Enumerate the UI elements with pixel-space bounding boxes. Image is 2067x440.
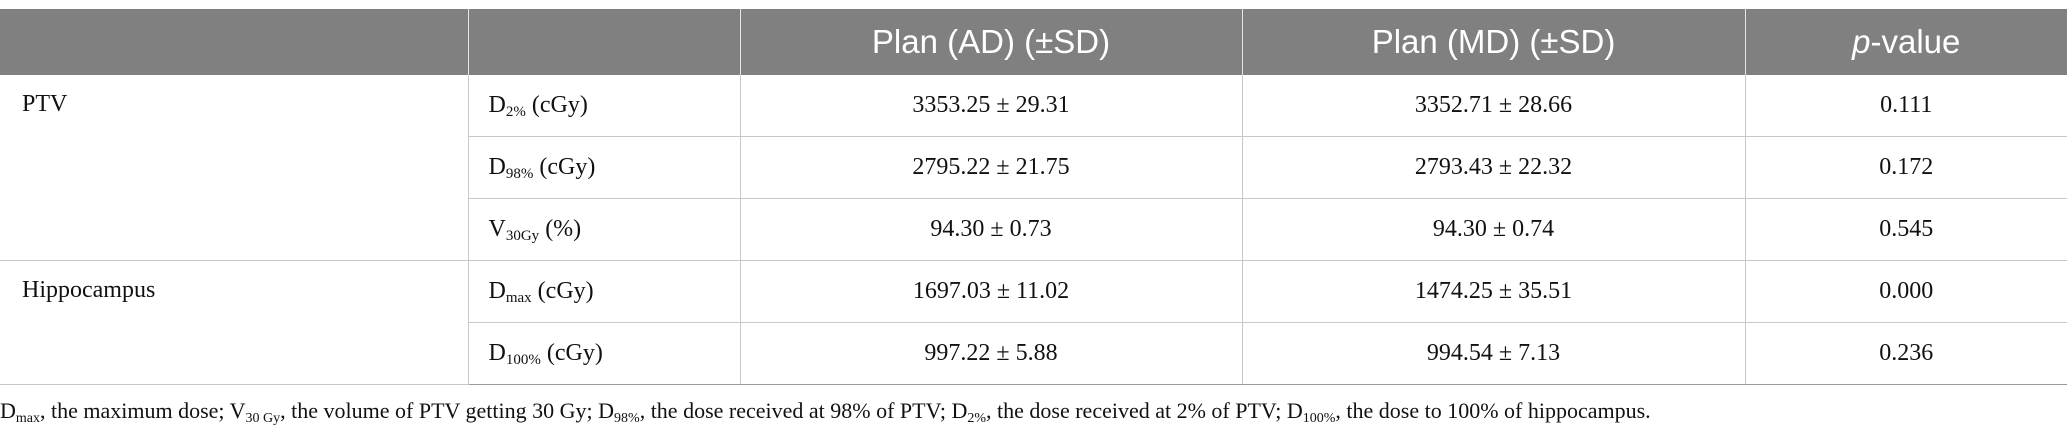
header-p-value: p-value [1745,9,2067,75]
cell-plan-ad: 2795.22 ± 21.75 [740,136,1243,199]
row-parameter: V30Gy (%) [468,198,741,261]
table-footnote: Dmax, the maximum dose; V30 Gy, the volu… [0,398,1651,426]
cell-plan-md: 94.30 ± 0.74 [1242,198,1746,261]
group-label-hippocampus: Hippocampus [0,260,469,385]
header-p-italic: p [1852,23,1871,60]
cell-plan-md: 2793.43 ± 22.32 [1242,136,1746,199]
cell-p-value: 0.545 [1745,198,2067,261]
header-plan-md: Plan (MD) (±SD) [1242,9,1746,75]
header-p-rest: -value [1870,23,1961,60]
table-row: PTV D2% (cGy) 3353.25 ± 29.31 3352.71 ± … [0,75,2067,261]
cell-p-value: 0.000 [1745,260,2067,323]
cell-p-value: 0.236 [1745,322,2067,385]
header-row: Plan (AD) (±SD) Plan (MD) (±SD) p-value [0,9,2067,75]
cell-plan-ad: 997.22 ± 5.88 [740,322,1243,385]
cell-plan-md: 994.54 ± 7.13 [1242,322,1746,385]
row-parameter: D2% (cGy) [468,75,741,137]
cell-p-value: 0.172 [1745,136,2067,199]
cell-plan-ad: 3353.25 ± 29.31 [740,75,1243,137]
cell-plan-md: 3352.71 ± 28.66 [1242,75,1746,137]
group-label-ptv: PTV [0,75,469,261]
cell-plan-ad: 1697.03 ± 11.02 [740,260,1243,323]
header-parameter [468,9,741,75]
row-parameter: Dmax (cGy) [468,260,741,323]
table-row: D100% (cGy) 997.22 ± 5.88 994.54 ± 7.13 … [0,322,2067,385]
header-structure [0,9,469,75]
table-row: Hippocampus Dmax (cGy) 1697.03 ± 11.02 1… [0,260,2067,385]
dose-comparison-table: Plan (AD) (±SD) Plan (MD) (±SD) p-value … [0,9,2067,385]
row-parameter: D100% (cGy) [468,322,741,385]
table-row: V30Gy (%) 94.30 ± 0.73 94.30 ± 0.74 0.54… [0,198,2067,261]
header-plan-ad: Plan (AD) (±SD) [740,9,1243,75]
cell-plan-ad: 94.30 ± 0.73 [740,198,1243,261]
cell-plan-md: 1474.25 ± 35.51 [1242,260,1746,323]
cell-p-value: 0.111 [1745,75,2067,137]
row-parameter: D98% (cGy) [468,136,741,199]
table-row: D98% (cGy) 2795.22 ± 21.75 2793.43 ± 22.… [0,136,2067,199]
